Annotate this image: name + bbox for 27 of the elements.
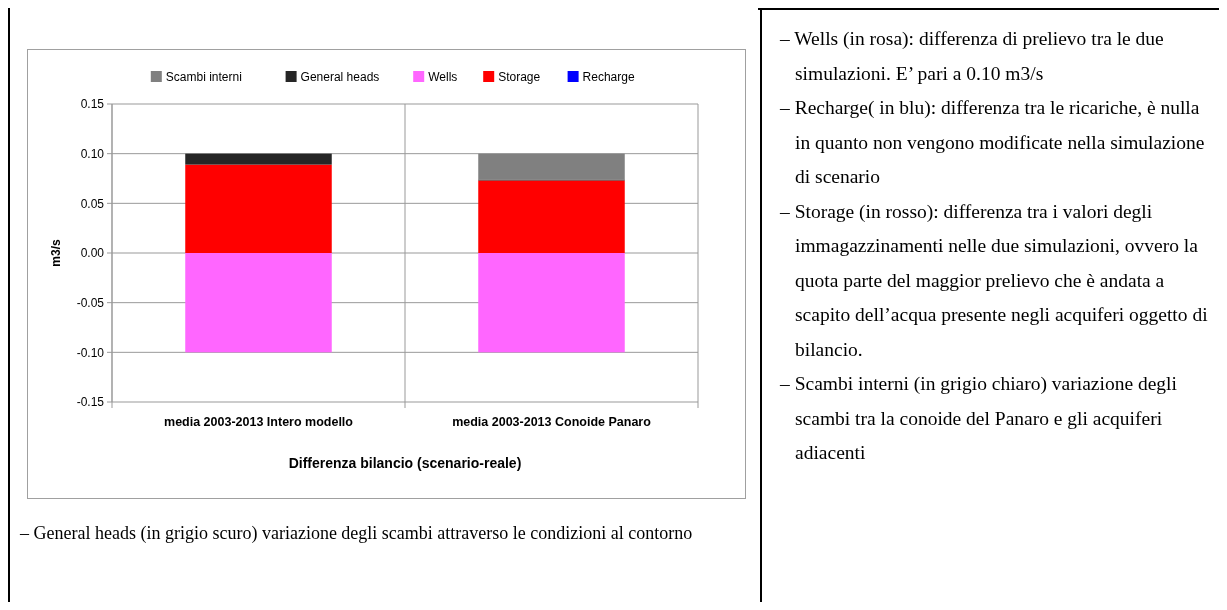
bar <box>185 153 332 165</box>
y-tick-label: -0.15 <box>76 395 105 410</box>
y-tick-label: -0.10 <box>76 345 105 360</box>
y-tick-label: 0.15 <box>80 97 105 112</box>
text: – Storage (in rosso): differenza tra i valori degli immagazzinamenti nelle due simulazioni, ovvero la quota parte del maggior prelievo che è andata a scapito dell’acqua presente negli acquiferi oggetto di bilancio. <box>780 199 1209 362</box>
text: – Recharge( in blu): differenza tra le ricariche, è nulla in quanto non vengono modificate nella simulazione di scenario <box>780 96 1206 189</box>
bar <box>478 253 625 353</box>
bar <box>478 180 625 253</box>
legend-label: Recharge <box>582 70 635 85</box>
bar <box>185 164 332 253</box>
y-tick-label: 0.00 <box>80 246 105 261</box>
bar <box>478 153 625 180</box>
x-tick-label: media 2003-2013 Intero modello <box>164 415 354 429</box>
y-tick-label: -0.05 <box>76 295 105 310</box>
y-tick-label: 0.10 <box>80 146 105 161</box>
text: – Wells (in rosa): differenza di prelievo tra le due simulazioni. E’ pari a 0.10 m3/s <box>780 27 1165 86</box>
legend-label: Scambi interni <box>165 70 242 85</box>
y-tick-label: 0.05 <box>80 196 105 211</box>
x-axis-title: Differenza bilancio (scenario-reale) <box>288 455 522 471</box>
legend-label: Storage <box>498 70 541 85</box>
text: – General heads (in grigio scuro) variazione degli scambi attraverso le condizioni al contorno <box>20 522 694 545</box>
y-axis-title: m3/s <box>49 239 63 267</box>
text: – Scambi interni (in grigio chiaro) variazione degli scambi tra la conoide del Panaro e gli acquiferi adiacenti <box>780 372 1178 465</box>
legend-label: Wells <box>428 70 458 85</box>
bar <box>185 253 332 353</box>
x-tick-label: media 2003-2013 Conoide Panaro <box>452 415 652 429</box>
legend-label: General heads <box>300 70 380 85</box>
